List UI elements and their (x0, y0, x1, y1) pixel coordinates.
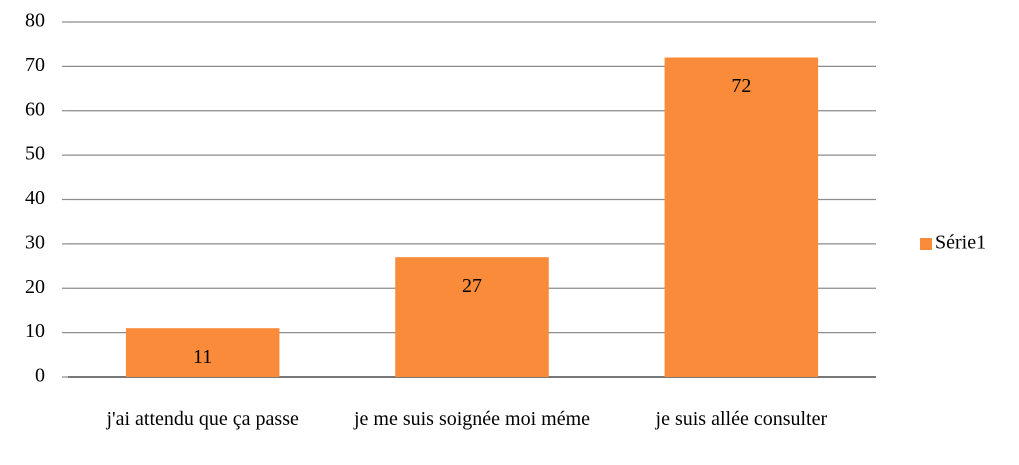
y-tick-label: 40 (25, 187, 45, 209)
y-tick-label: 70 (25, 54, 45, 76)
y-tick-label: 80 (25, 10, 45, 32)
y-tick-label: 10 (25, 320, 45, 342)
x-tick-label: j'ai attendu que ça passe (105, 408, 299, 430)
bar (395, 257, 549, 377)
y-tick-label: 20 (25, 276, 45, 298)
y-tick-label: 60 (25, 98, 45, 120)
bar (664, 57, 819, 377)
legend-label: Série1 (935, 232, 986, 254)
value-label: 72 (731, 75, 751, 97)
bar (125, 328, 280, 377)
x-tick-label: je suis allée consulter (655, 408, 828, 430)
y-tick-label: 50 (25, 143, 45, 165)
y-tick-label: 0 (35, 365, 45, 387)
legend-swatch (920, 238, 932, 250)
value-label: 27 (462, 275, 482, 297)
y-tick-label: 30 (25, 231, 45, 253)
x-tick-label: je me suis soignée moi méme (353, 408, 590, 430)
value-label: 11 (193, 346, 212, 368)
